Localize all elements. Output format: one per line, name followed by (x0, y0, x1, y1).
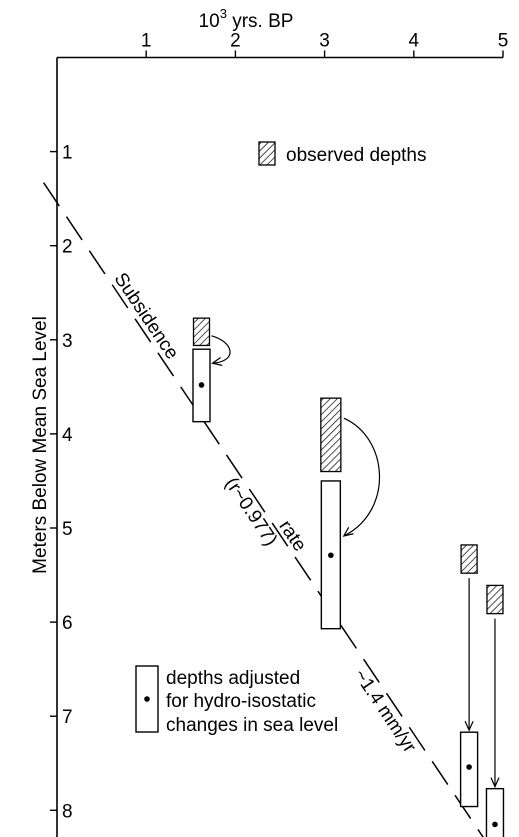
subsidence-trend-line (42, 182, 484, 837)
legend-adjusted-line-3: changes in sea level (166, 715, 338, 736)
adjusted-depth-box (485, 787, 505, 837)
observed-depth-box (320, 397, 342, 473)
data-marks (192, 317, 505, 837)
adjustment-arrow-head (342, 527, 354, 537)
legend-observed-swatch (258, 141, 276, 166)
adjustment-arrow-head (211, 357, 223, 366)
x-tick-label: 5 (498, 31, 509, 52)
y-tick-label: 6 (62, 613, 73, 634)
y-tick-label: 3 (62, 331, 73, 352)
x-axis-title-suffix: yrs. BP (227, 11, 294, 32)
legend-adjusted-dot (144, 696, 150, 702)
legend-adjusted-line-1: depths adjusted (166, 668, 300, 689)
adjustment-arrow (343, 417, 381, 537)
y-tick-label: 7 (62, 707, 73, 728)
y-axis-title: Meters Below Mean Sea Level (30, 316, 51, 574)
x-axis-title-exponent: 3 (220, 6, 227, 21)
adjusted-depth-point (492, 821, 498, 828)
adjusted-depth-point (198, 382, 205, 388)
adjustment-arrow-head (464, 720, 474, 732)
legend-adjusted-line-2: for hydro-isostatic (166, 691, 316, 712)
legend: observed depths depths adjusted for hydr… (135, 141, 427, 736)
y-tick-label: 8 (62, 801, 73, 822)
x-axis-title-base: 10 (199, 11, 220, 32)
axes: 1 2 3 4 5 1 2 3 4 5 6 7 8 (50, 31, 508, 837)
trend-label-subsidence: Subsidence (110, 269, 183, 363)
observed-depth-box (486, 584, 504, 615)
observed-depth-box (192, 317, 211, 347)
trend-label-correlation: (r~0.977) (220, 474, 281, 550)
x-tick-label: 2 (230, 31, 241, 52)
observed-depth-box (460, 544, 478, 574)
adjustment-arrow (211, 335, 231, 364)
x-axis-title: 103 yrs. BP (199, 6, 294, 32)
adjustment-arrow-head (490, 777, 500, 789)
legend-observed-label: observed depths (286, 145, 427, 166)
y-tick-label: 4 (62, 425, 73, 446)
y-tick-label: 5 (62, 519, 73, 540)
adjusted-depth-point (328, 552, 334, 559)
y-tick-label: 2 (62, 237, 73, 258)
x-tick-label: 1 (141, 31, 152, 52)
trend-label-rate-value: ~1.4 mm/yr (349, 666, 420, 758)
x-tick-label: 4 (409, 31, 420, 52)
svg-text:103 yrs. BP: 103 yrs. BP (199, 6, 294, 32)
adjusted-depth-point (466, 764, 472, 770)
y-tick-label: 1 (62, 143, 73, 164)
x-tick-label: 3 (319, 31, 330, 52)
